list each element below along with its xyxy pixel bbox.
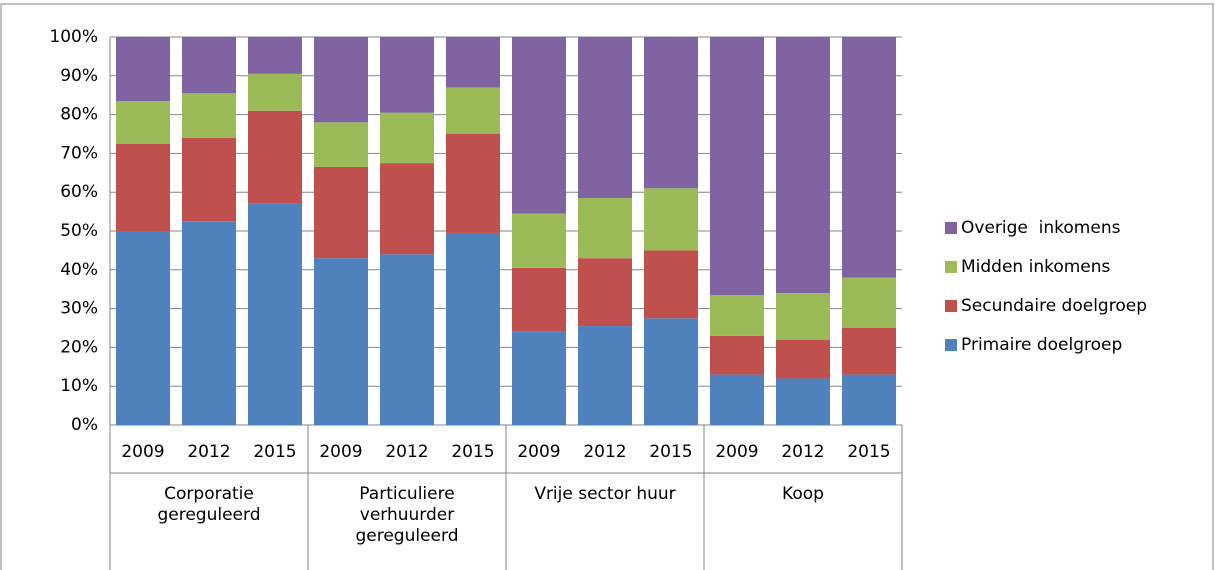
bar-segment — [314, 166, 368, 259]
bar-segment — [182, 37, 236, 94]
x-tick-label: 2009 — [517, 442, 560, 462]
bar-segment — [842, 328, 896, 375]
legend-label: Primaire doelgroep — [961, 335, 1122, 355]
bar-segment — [314, 258, 368, 425]
x-tick-label: 2015 — [451, 442, 494, 462]
bar-segment — [710, 335, 764, 375]
bar-segment — [578, 258, 632, 327]
bar-segment — [644, 37, 698, 189]
bar-segment — [710, 295, 764, 336]
bar-segment — [380, 37, 434, 113]
y-tick-label: 90% — [60, 66, 98, 86]
bar-segment — [116, 231, 170, 425]
x-tick-label: 2009 — [715, 442, 758, 462]
group-label-box: Particuliere verhuurder gereguleerd — [355, 484, 459, 546]
group-label-box: Vrije sector huur — [534, 484, 676, 504]
bar-segment — [248, 203, 302, 425]
y-tick-label: 30% — [60, 299, 98, 319]
legend-swatch — [945, 222, 957, 234]
bar-segment — [842, 37, 896, 278]
bar-segment — [644, 318, 698, 425]
bar-segment — [512, 267, 566, 332]
bar-segment — [842, 277, 896, 328]
bar-segment — [512, 37, 566, 214]
group-label: Corporatie gereguleerd — [157, 484, 261, 525]
bar-segment — [644, 188, 698, 251]
x-tick-label: 2015 — [253, 442, 296, 462]
bar-segment — [776, 339, 830, 379]
bar-segment — [380, 112, 434, 164]
bar-segment — [578, 198, 632, 259]
bar-segment — [512, 213, 566, 268]
bar-segment — [314, 122, 368, 167]
x-tick-label: 2015 — [649, 442, 692, 462]
y-tick-label: 40% — [60, 260, 98, 280]
x-tick-label: 2012 — [781, 442, 824, 462]
y-tick-label: 100% — [49, 27, 98, 47]
bar-segment — [776, 293, 830, 340]
y-tick-label: 50% — [60, 221, 98, 241]
bar-segment — [578, 326, 632, 425]
legend-swatch — [945, 300, 957, 312]
x-tick-label: 2009 — [319, 442, 362, 462]
bar-segment — [116, 37, 170, 102]
group-label-box: Corporatie gereguleerd — [157, 484, 261, 525]
bar-segment — [446, 87, 500, 134]
bar-segment — [182, 221, 236, 425]
x-tick-label: 2009 — [121, 442, 164, 462]
group-label: Koop — [782, 484, 824, 504]
x-tick-label: 2015 — [847, 442, 890, 462]
legend-swatch — [945, 339, 957, 351]
legend-label: Secundaire doelgroep — [961, 296, 1147, 316]
legend-label: Overige inkomens — [961, 218, 1121, 238]
bar-segment — [248, 110, 302, 204]
y-tick-label: 70% — [60, 143, 98, 163]
y-tick-label: 0% — [71, 415, 98, 435]
bar-segment — [578, 37, 632, 199]
bar-segment — [710, 374, 764, 425]
bar-segment — [776, 378, 830, 425]
bar-segment — [182, 93, 236, 138]
bar-segment — [446, 134, 500, 233]
bar-segment — [182, 137, 236, 222]
bar-segment — [446, 232, 500, 425]
bar-segment — [644, 250, 698, 319]
y-tick-label: 60% — [60, 182, 98, 202]
y-tick-label: 80% — [60, 105, 98, 125]
bar-segment — [380, 254, 434, 425]
x-tick-label: 2012 — [385, 442, 428, 462]
group-label: Vrije sector huur — [534, 484, 676, 504]
group-label-box: Koop — [782, 484, 824, 504]
bar-segment — [446, 37, 500, 88]
bar-segment — [248, 73, 302, 111]
x-tick-label: 2012 — [583, 442, 626, 462]
bar-segment — [710, 37, 764, 296]
y-tick-label: 20% — [60, 337, 98, 357]
legend-swatch — [945, 261, 957, 273]
bar-segment — [314, 37, 368, 123]
group-label: Particuliere verhuurder gereguleerd — [355, 484, 459, 546]
x-tick-label: 2012 — [187, 442, 230, 462]
legend-label: Midden inkomens — [961, 257, 1111, 277]
bar-segment — [776, 37, 830, 294]
bar-segment — [512, 331, 566, 425]
bar-segment — [116, 101, 170, 144]
bar-segment — [116, 143, 170, 231]
bar-segment — [248, 37, 302, 74]
bar-segment — [842, 374, 896, 425]
bar-segment — [380, 163, 434, 255]
y-tick-label: 10% — [60, 376, 98, 396]
